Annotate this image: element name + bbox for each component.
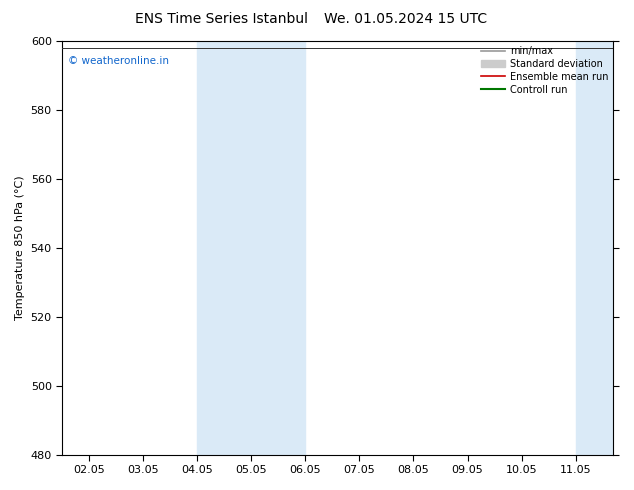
Text: © weatheronline.in: © weatheronline.in — [68, 55, 169, 66]
Text: ENS Time Series Istanbul: ENS Time Series Istanbul — [136, 12, 308, 26]
Legend: min/max, Standard deviation, Ensemble mean run, Controll run: min/max, Standard deviation, Ensemble me… — [481, 46, 609, 95]
Bar — [197, 41, 251, 455]
Y-axis label: Temperature 850 hPa (°C): Temperature 850 hPa (°C) — [15, 175, 25, 320]
Bar — [251, 41, 306, 455]
Bar — [576, 41, 614, 455]
Text: We. 01.05.2024 15 UTC: We. 01.05.2024 15 UTC — [324, 12, 488, 26]
